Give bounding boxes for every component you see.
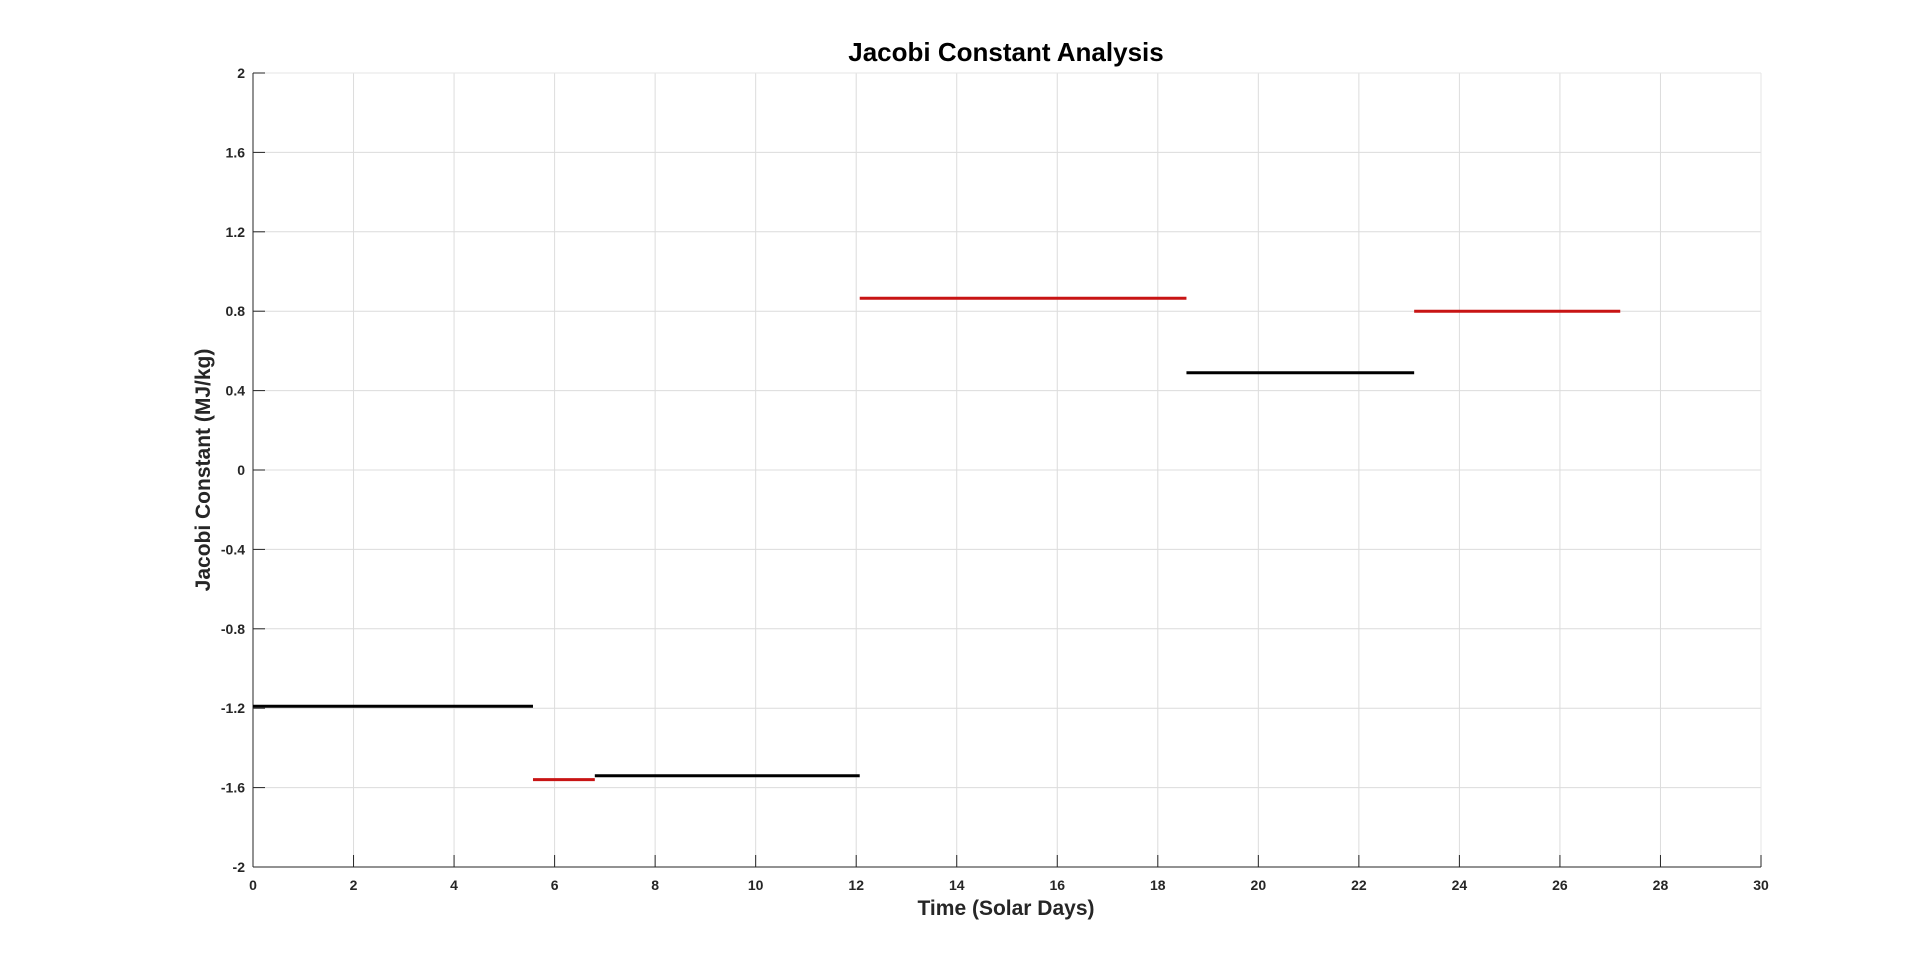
y-tick-label: 1.6 (226, 144, 246, 160)
x-tick-label: 28 (1653, 877, 1669, 893)
y-tick-label: -0.4 (221, 541, 245, 557)
x-tick-label: 4 (450, 877, 458, 893)
x-tick-label: 0 (249, 877, 257, 893)
x-tick-label: 2 (350, 877, 358, 893)
x-tick-label: 10 (748, 877, 764, 893)
x-tick-label: 16 (1049, 877, 1065, 893)
x-tick-label: 12 (848, 877, 864, 893)
grid (253, 73, 1761, 867)
x-axis-ticks: 0 2 4 6 8 10 12 14 16 18 20 22 24 26 28 30 (249, 855, 1769, 893)
y-axis-ticks: 2 1.6 1.2 0.8 0.4 0 -0.4 -0.8 -1.2 -1.6 -2 (221, 65, 265, 875)
x-tick-label: 22 (1351, 877, 1367, 893)
y-tick-label: 0.8 (226, 303, 246, 319)
y-axis-label: Jacobi Constant (MJ/kg) (192, 349, 215, 592)
x-tick-label: 18 (1150, 877, 1166, 893)
y-tick-label: 2 (237, 65, 245, 81)
y-tick-label: 0 (237, 462, 245, 478)
x-axis-label: Time (Solar Days) (917, 897, 1094, 920)
x-tick-label: 30 (1753, 877, 1769, 893)
x-tick-label: 24 (1452, 877, 1468, 893)
y-tick-label: 0.4 (226, 383, 246, 399)
chart-title: Jacobi Constant Analysis (848, 37, 1163, 67)
y-tick-label: -1.6 (221, 780, 245, 796)
x-tick-label: 6 (551, 877, 559, 893)
series (253, 296, 1621, 782)
x-tick-label: 14 (949, 877, 965, 893)
x-tick-label: 20 (1251, 877, 1267, 893)
x-tick-label: 8 (651, 877, 659, 893)
x-tick-label: 26 (1552, 877, 1568, 893)
y-tick-label: -2 (233, 859, 246, 875)
y-tick-label: 1.2 (226, 224, 246, 240)
y-tick-label: -0.8 (221, 621, 245, 637)
y-tick-label: -1.2 (221, 700, 245, 716)
